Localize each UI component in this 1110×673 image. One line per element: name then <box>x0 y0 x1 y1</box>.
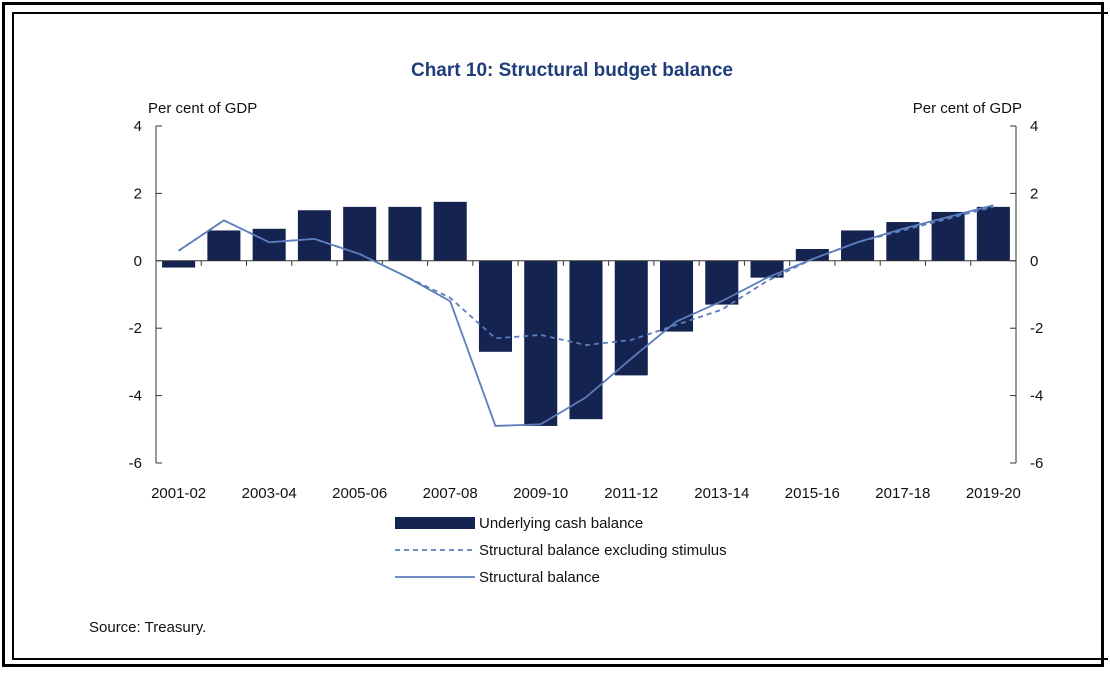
legend-label: Structural balance excluding stimulus <box>479 542 727 559</box>
bar-underlying-cash-balance <box>343 206 377 261</box>
x-tick-label: 2005-06 <box>332 485 387 502</box>
y-tick-label-left: 0 <box>134 253 142 270</box>
x-tick-label: 2011-12 <box>604 485 658 502</box>
x-tick-label: 2013-14 <box>694 485 749 502</box>
y-tick-label-left: -4 <box>129 388 142 405</box>
chart-title: Chart 10: Structural budget balance <box>411 60 733 81</box>
x-tick-label: 2001-02 <box>151 485 206 502</box>
bar-underlying-cash-balance <box>524 260 558 426</box>
y-tick-label-right: 0 <box>1030 253 1038 270</box>
y-tick-label-left: 4 <box>134 118 142 135</box>
legend-label: Structural balance <box>479 569 600 586</box>
bar-underlying-cash-balance <box>795 249 829 261</box>
bar-underlying-cash-balance <box>252 228 286 261</box>
y-tick-label-right: -4 <box>1030 388 1043 405</box>
y-tick-label-left: -2 <box>129 320 142 337</box>
bar-underlying-cash-balance <box>660 260 694 332</box>
y-tick-label-right: 4 <box>1030 118 1038 135</box>
legend-swatch-underlying-cash-balance <box>395 517 475 529</box>
bar-underlying-cash-balance <box>569 260 603 420</box>
line-structural-balance <box>178 204 994 427</box>
bar-underlying-cash-balance <box>207 230 241 261</box>
y-tick-label-left: -6 <box>129 455 142 472</box>
y-tick-label-left: 2 <box>134 185 142 202</box>
bar-underlying-cash-balance <box>976 206 1010 261</box>
y-tick-label-right: -2 <box>1030 320 1043 337</box>
x-tick-label: 2007-08 <box>423 485 478 502</box>
legend: Underlying cash balance Structural balanc… <box>395 515 727 586</box>
bar-underlying-cash-balance <box>388 206 422 261</box>
y-axis-label-left: Per cent of GDP <box>148 100 257 117</box>
x-tick-label: 2003-04 <box>242 485 297 502</box>
inner-frame <box>12 12 1108 660</box>
line-structural-balance-excluding-stimulus <box>178 206 994 346</box>
y-tick-label-right: -6 <box>1030 455 1043 472</box>
legend-label: Underlying cash balance <box>479 515 643 532</box>
x-tick-label: 2017-18 <box>875 485 930 502</box>
x-tick-label: 2009-10 <box>513 485 568 502</box>
bar-underlying-cash-balance <box>162 260 196 268</box>
bar-underlying-cash-balance <box>705 260 739 305</box>
x-tick-label: 2015-16 <box>785 485 840 502</box>
y-axis-label-right: Per cent of GDP <box>913 100 1022 117</box>
source-note: Source: Treasury. <box>89 619 207 636</box>
plot-area: 4 2 0 -2 -4 -6 4 2 0 -2 -4 -6 2001-02 2003-04 2005-06 2… <box>129 118 1044 502</box>
bar-underlying-cash-balance <box>297 210 331 261</box>
bar-underlying-cash-balance <box>614 260 648 376</box>
bar-underlying-cash-balance <box>433 201 467 261</box>
y-tick-label-right: 2 <box>1030 185 1038 202</box>
x-tick-label: 2019-20 <box>966 485 1021 502</box>
